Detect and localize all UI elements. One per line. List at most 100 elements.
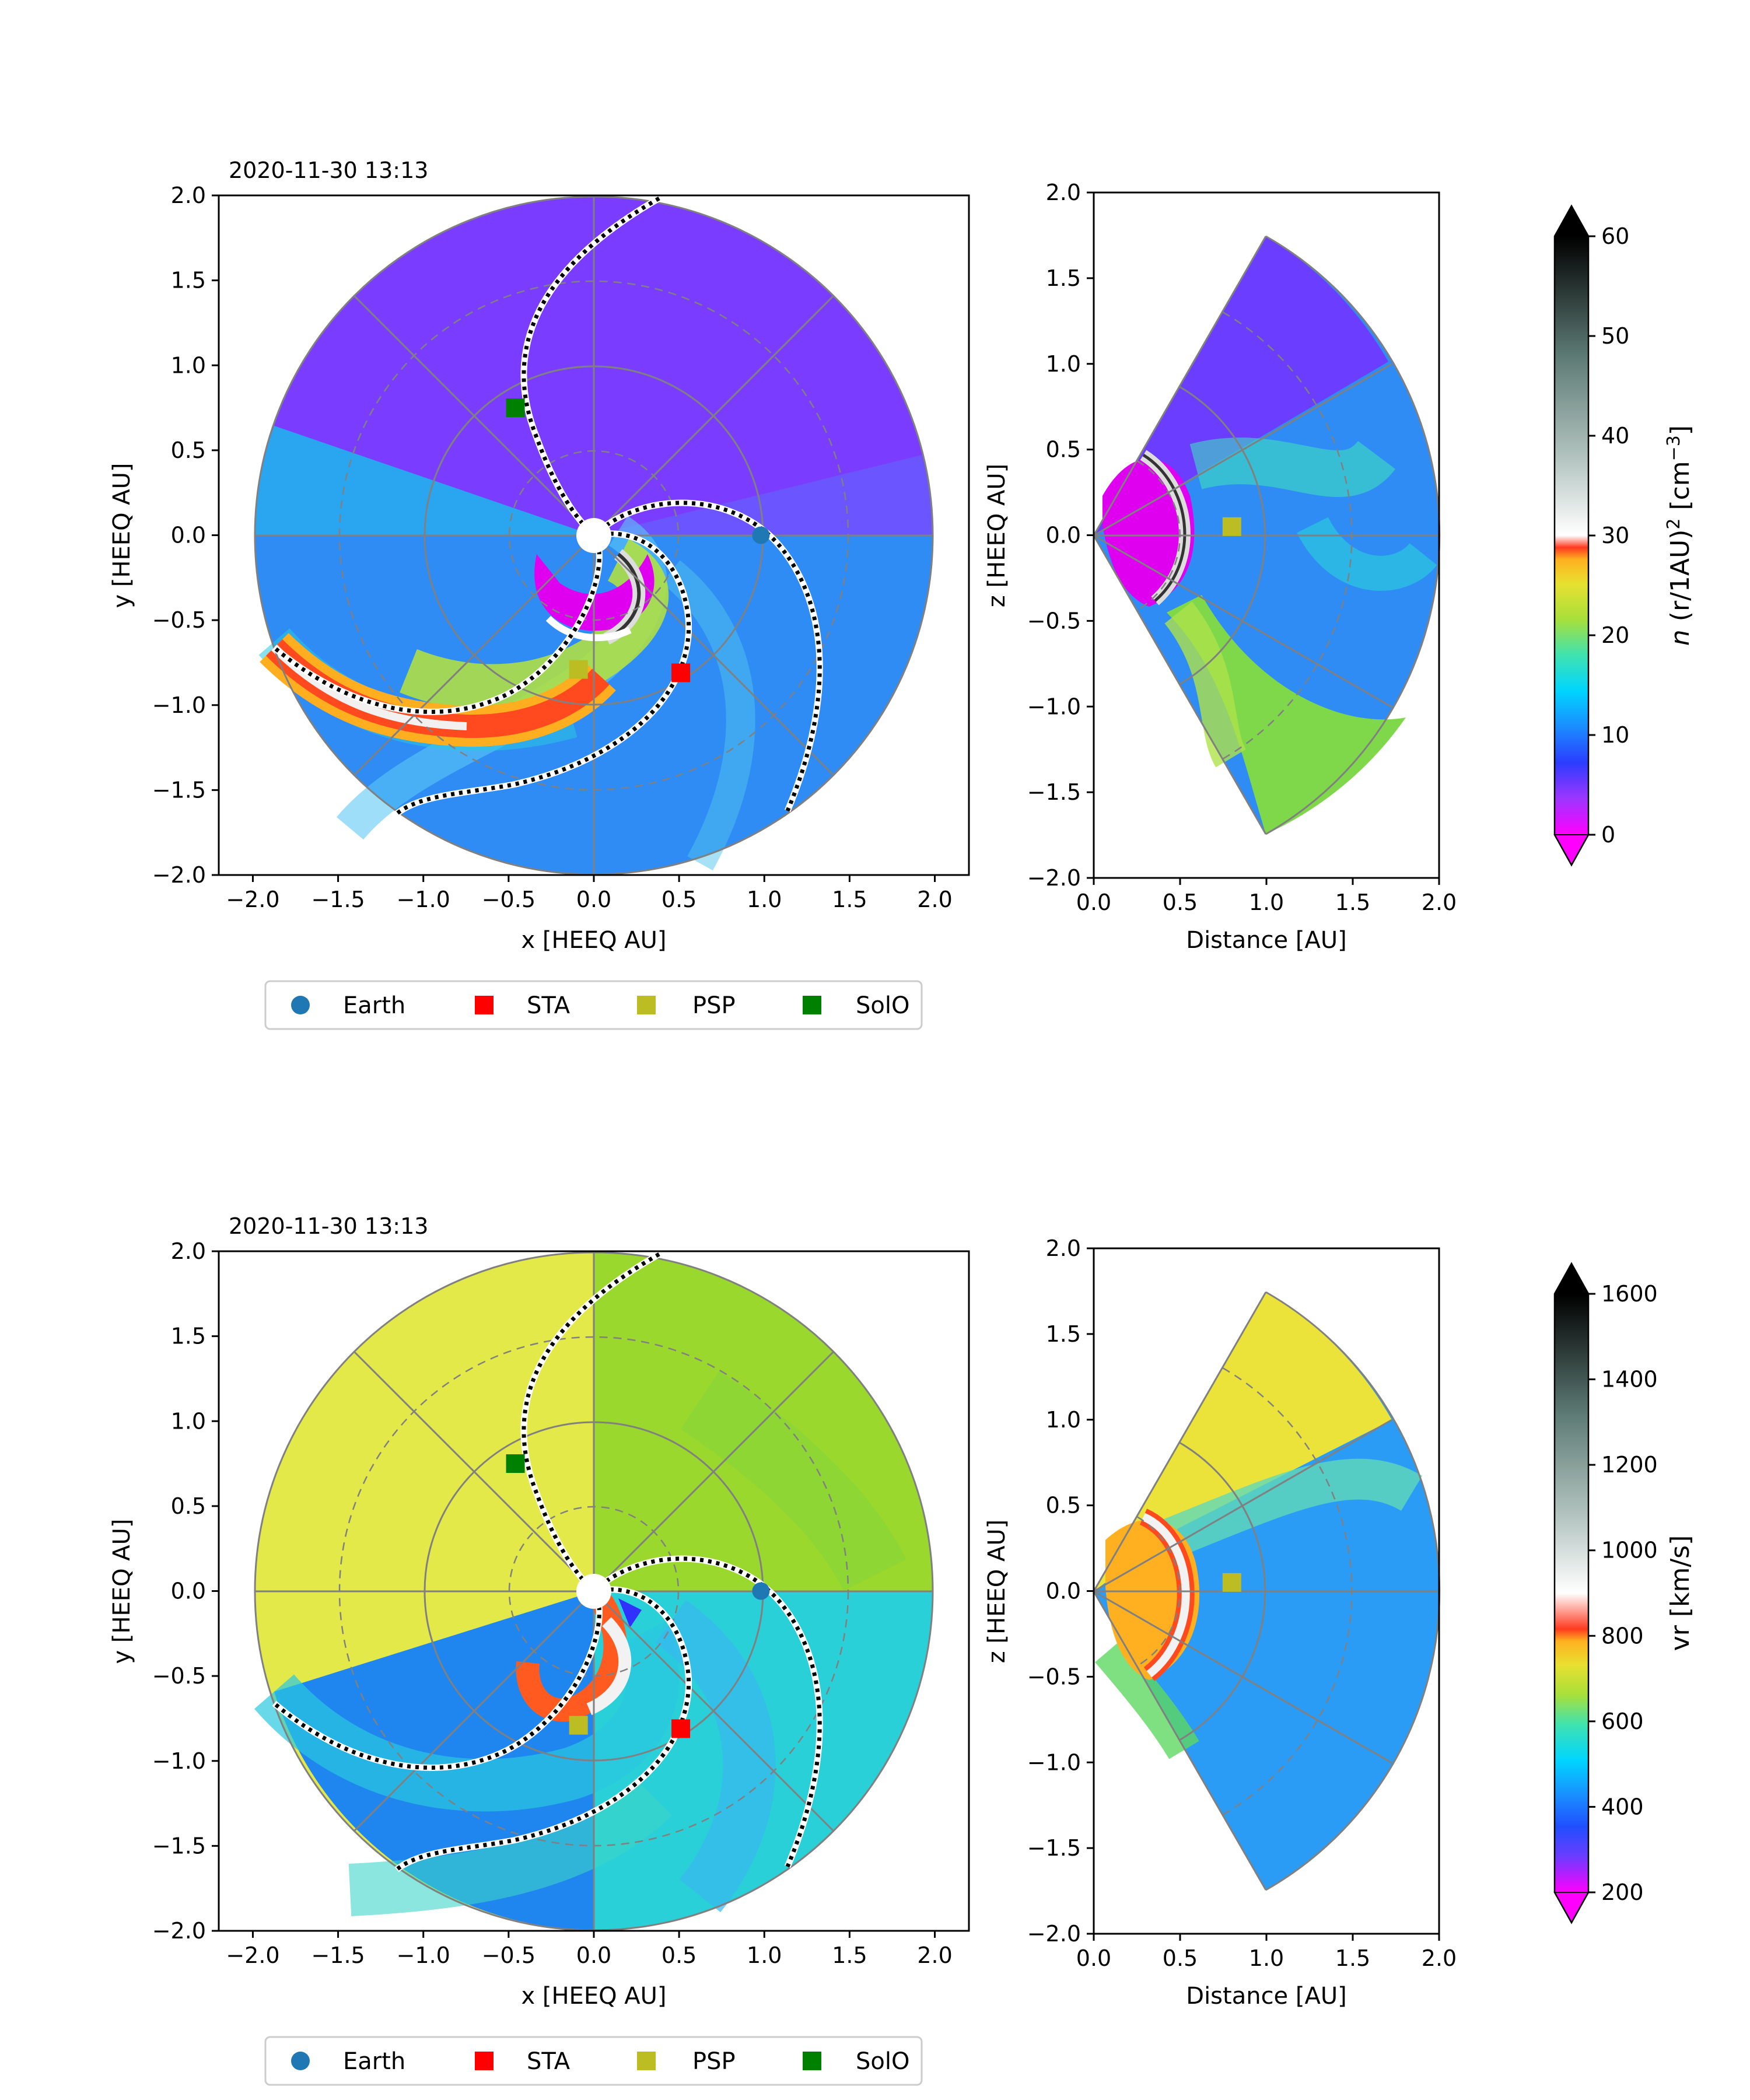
- colorbar-tick-label: 1200: [1601, 1452, 1658, 1478]
- earth-legend-icon: [291, 996, 310, 1014]
- colorbar-ticks: 0 10 20 30 40 50 60: [1588, 223, 1629, 848]
- solo-marker: [506, 1454, 525, 1474]
- y-ticks: −2.0 −1.5 −1.0 −0.5 0.0 0.5 1.0 1.5 2.0: [1027, 180, 1094, 891]
- y-tick-label: −1.0: [1027, 694, 1081, 719]
- y-tick-label: −2.0: [1027, 865, 1081, 891]
- x-ticks: 0.0 0.5 1.0 1.5 2.0: [1076, 878, 1457, 915]
- x-tick-label: −1.0: [397, 887, 450, 912]
- y-axis-label: y [HEEQ AU]: [108, 463, 135, 608]
- panel-title: 2020-11-30 13:13: [229, 158, 428, 183]
- colorbar-tick-label: 600: [1601, 1709, 1644, 1734]
- y-tick-label: −1.5: [152, 777, 206, 803]
- colorbar-tick-label: 20: [1601, 622, 1629, 648]
- y-tick-label: 2.0: [1046, 180, 1081, 205]
- x-ticks: 0.0 0.5 1.0 1.5 2.0: [1076, 1934, 1457, 1971]
- y-tick-label: 2.0: [1046, 1236, 1081, 1261]
- speed-equatorial-panel: −2.0 −1.5 −1.0 −0.5 0.0 0.5 1.0 1.5 2.0 −2.0 −1.5…: [108, 1213, 970, 2010]
- legend-label: PSP: [692, 992, 736, 1019]
- sta-marker: [671, 1719, 691, 1738]
- colorbar-tick-label: 1600: [1601, 1281, 1658, 1307]
- y-tick-label: 2.0: [171, 183, 206, 208]
- x-tick-label: 0.5: [662, 887, 696, 912]
- y-tick-label: −0.5: [1027, 1664, 1081, 1689]
- y-tick-label: 0.5: [171, 1493, 206, 1519]
- y-tick-label: 0.0: [1046, 523, 1081, 548]
- colorbar-tick-label: 200: [1601, 1880, 1644, 1905]
- legend-label: SolO: [856, 2048, 909, 2075]
- spacecraft-markers: [506, 1454, 770, 1738]
- y-tick-label: −1.0: [1027, 1749, 1081, 1775]
- sun-marker: [576, 518, 611, 553]
- y-ticks: −2.0 −1.5 −1.0 −0.5 0.0 0.5 1.0 1.5 2.0: [152, 183, 219, 888]
- sta-marker: [671, 663, 691, 682]
- y-tick-label: −2.0: [152, 1918, 206, 1944]
- psp-marker: [569, 660, 588, 679]
- y-tick-label: 0.5: [1046, 1493, 1081, 1518]
- x-tick-label: 2.0: [917, 887, 952, 912]
- panel-title: 2020-11-30 13:13: [229, 1213, 428, 1239]
- x-axis-label: Distance [AU]: [1186, 1983, 1346, 2010]
- legend-label: PSP: [692, 2048, 736, 2075]
- psp-legend-icon: [637, 2052, 656, 2070]
- y-axis-label: z [HEEQ AU]: [984, 1520, 1010, 1663]
- y-tick-label: 1.5: [1046, 265, 1081, 291]
- x-tick-label: 2.0: [1422, 890, 1457, 915]
- x-tick-label: −0.5: [482, 1943, 536, 1968]
- solo-legend-icon: [803, 2052, 821, 2070]
- x-tick-label: 0.5: [1163, 890, 1198, 915]
- y-ticks: −2.0 −1.5 −1.0 −0.5 0.0 0.5 1.0 1.5 2.0: [1027, 1236, 1094, 1947]
- solo-marker: [506, 398, 525, 418]
- psp-marker: [569, 1716, 588, 1735]
- colorbar-ticks: 200 400 600 800 1000 1200 1400 1600: [1588, 1281, 1658, 1905]
- x-tick-label: 0.0: [576, 1943, 611, 1968]
- spacecraft-markers: [506, 398, 770, 682]
- legend-label: SolO: [856, 992, 909, 1019]
- sta-legend-icon: [475, 2052, 494, 2070]
- x-tick-label: 1.0: [747, 1943, 782, 1968]
- speed-colorbar: 200 400 600 800 1000 1200 1400 1600 vr [km/s]: [1553, 1262, 1695, 1924]
- colorbar-label: n (r/1AU)2 [cm−3]: [1664, 425, 1695, 646]
- x-tick-label: 1.5: [1335, 890, 1370, 915]
- colorbar-tick-label: 0: [1601, 822, 1615, 848]
- y-tick-label: −2.0: [152, 862, 206, 888]
- x-tick-label: 0.0: [1076, 890, 1111, 915]
- y-tick-label: −1.0: [152, 1748, 206, 1774]
- legend-label: STA: [527, 2048, 570, 2075]
- spacecraft-markers: [1222, 1573, 1241, 1592]
- magnetic-field-lines: [272, 195, 823, 817]
- colorbar-tick-label: 50: [1601, 323, 1629, 349]
- x-tick-label: −0.5: [482, 887, 536, 912]
- x-tick-label: 1.5: [832, 1943, 867, 1968]
- x-tick-label: −2.0: [226, 1943, 279, 1968]
- y-tick-label: 1.0: [171, 1408, 206, 1434]
- sta-legend-icon: [475, 996, 494, 1014]
- y-tick-label: 1.0: [171, 352, 206, 378]
- x-tick-label: −2.0: [226, 887, 279, 912]
- psp-marker: [1222, 1573, 1241, 1592]
- y-tick-label: −1.5: [1027, 1835, 1081, 1861]
- colorbar-tick-label: 1400: [1601, 1367, 1658, 1392]
- x-tick-label: 1.0: [747, 887, 782, 912]
- x-tick-label: 0.0: [576, 887, 611, 912]
- x-axis-label: x [HEEQ AU]: [521, 927, 666, 954]
- y-tick-label: −0.5: [152, 607, 206, 633]
- colorbar-tick-label: 400: [1601, 1794, 1644, 1819]
- y-tick-label: −1.5: [1027, 779, 1081, 805]
- legend: Earth STA PSP SolO: [264, 980, 923, 1030]
- y-tick-label: 0.0: [171, 523, 206, 548]
- y-tick-label: 0.5: [171, 438, 206, 463]
- x-axis-label: Distance [AU]: [1186, 927, 1346, 954]
- y-axis-label: y [HEEQ AU]: [108, 1518, 135, 1664]
- y-tick-label: 1.5: [171, 1324, 206, 1349]
- sun-marker: [576, 1574, 611, 1609]
- y-tick-label: −2.0: [1027, 1921, 1081, 1947]
- spacecraft-markers: [1222, 517, 1241, 536]
- x-tick-label: 1.5: [1335, 1945, 1370, 1971]
- colorbar-tick-label: 40: [1601, 423, 1629, 449]
- magnetic-field-lines: [272, 1251, 823, 1873]
- y-tick-label: 0.5: [1046, 437, 1081, 463]
- psp-legend-icon: [637, 996, 656, 1014]
- colorbar-tick-label: 800: [1601, 1623, 1644, 1648]
- y-tick-label: 0.0: [1046, 1578, 1081, 1604]
- y-tick-label: −1.0: [152, 692, 206, 718]
